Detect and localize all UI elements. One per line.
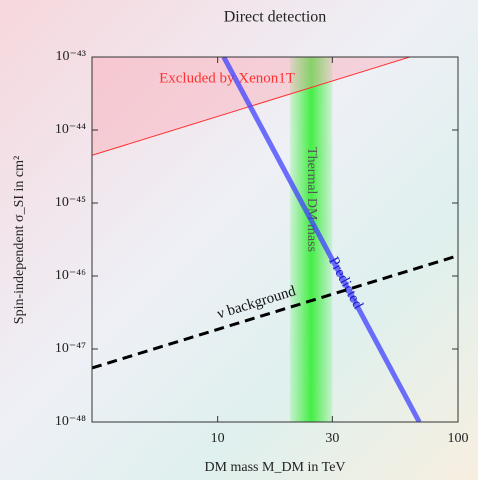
y-tick-label: 10⁻⁴⁸ (55, 414, 86, 429)
y-tick-label: 10⁻⁴⁴ (55, 122, 86, 137)
y-tick-label: 10⁻⁴⁶ (55, 268, 86, 283)
chart-title: Direct detection (224, 9, 327, 26)
y-axis-label: Spin-independent σ_SI in cm² (12, 156, 27, 324)
x-tick-label: 100 (448, 431, 469, 446)
x-tick-label: 30 (325, 431, 339, 446)
plot-frame (91, 56, 459, 423)
x-tick-label: 10 (211, 431, 225, 446)
y-tick-label: 10⁻⁴³ (56, 49, 86, 64)
series-label: Excluded by Xenon1T (159, 70, 295, 86)
thermal-band (290, 57, 333, 422)
x-axis-label: DM mass M_DM in TeV (204, 460, 345, 475)
band-label: Thermal DM mass (304, 147, 319, 252)
y-tick-label: 10⁻⁴⁵ (55, 195, 86, 210)
y-tick-label: 10⁻⁴⁷ (55, 341, 86, 356)
series-line (221, 57, 422, 422)
